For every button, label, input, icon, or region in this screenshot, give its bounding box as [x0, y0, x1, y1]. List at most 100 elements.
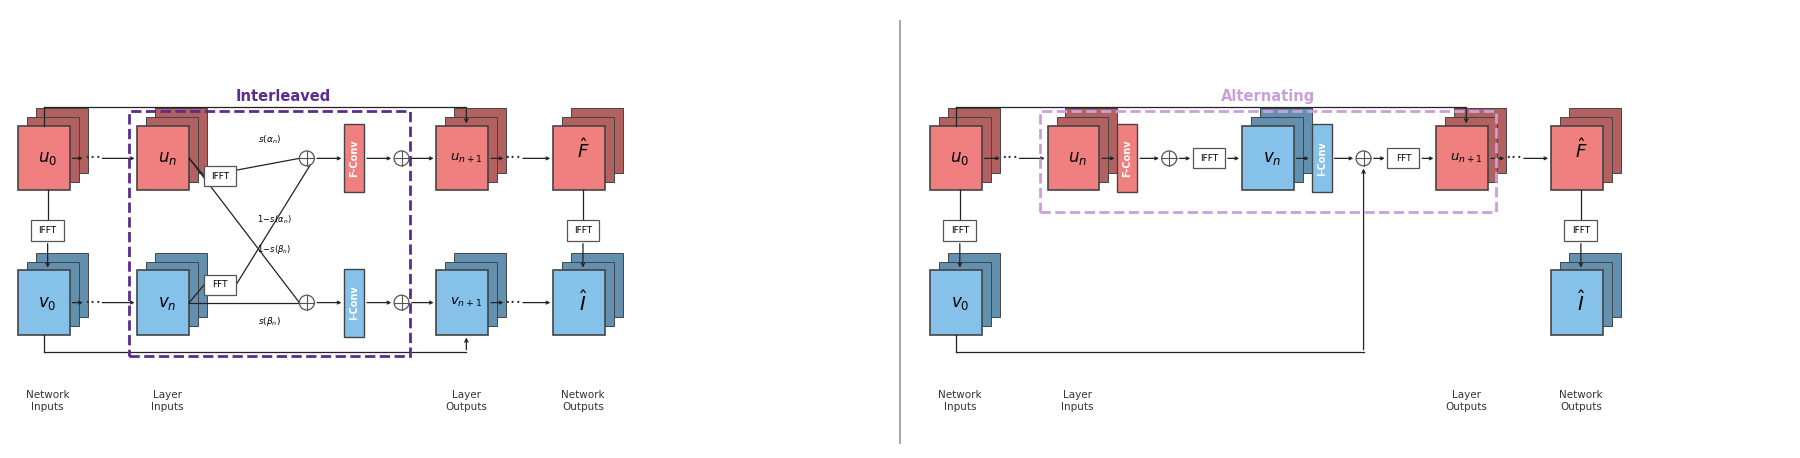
Circle shape: [1161, 151, 1177, 166]
Bar: [1118, 124, 1138, 192]
Text: ···: ···: [504, 294, 522, 311]
Bar: [567, 220, 599, 241]
Bar: [18, 271, 70, 335]
Text: IFFT: IFFT: [950, 226, 968, 235]
Text: $\hat{F}$: $\hat{F}$: [576, 139, 589, 162]
Bar: [949, 109, 999, 173]
Bar: [553, 126, 605, 191]
Bar: [1066, 109, 1118, 173]
Text: F-Conv: F-Conv: [349, 140, 360, 177]
Text: IFFT: IFFT: [38, 226, 58, 235]
Text: $1\!-\!s(\beta_n)$: $1\!-\!s(\beta_n)$: [257, 243, 292, 256]
Text: Layer
Inputs: Layer Inputs: [1062, 390, 1094, 412]
Bar: [130, 111, 410, 356]
Text: Layer
Inputs: Layer Inputs: [151, 390, 184, 412]
Text: Layer
Outputs: Layer Outputs: [1445, 390, 1487, 412]
Circle shape: [394, 295, 409, 310]
Bar: [344, 268, 364, 337]
Bar: [562, 262, 614, 326]
Bar: [445, 262, 497, 326]
Text: IFFT: IFFT: [574, 226, 592, 235]
Bar: [1312, 124, 1332, 192]
Bar: [146, 262, 198, 326]
Bar: [571, 253, 623, 317]
Bar: [1040, 111, 1496, 212]
Bar: [1242, 126, 1294, 191]
Text: Network
Outputs: Network Outputs: [1559, 390, 1602, 412]
Bar: [1454, 109, 1507, 173]
Bar: [1048, 126, 1100, 191]
Bar: [562, 117, 614, 181]
Bar: [36, 109, 88, 173]
Text: Network
Inputs: Network Inputs: [25, 390, 70, 412]
Bar: [27, 262, 79, 326]
Text: Layer
Outputs: Layer Outputs: [445, 390, 488, 412]
Bar: [146, 117, 198, 181]
Text: $s(\beta_n)$: $s(\beta_n)$: [259, 316, 281, 328]
Text: Network
Outputs: Network Outputs: [562, 390, 605, 412]
Text: I-Conv: I-Conv: [1316, 141, 1327, 176]
Bar: [203, 275, 236, 294]
Text: $\hat{I}$: $\hat{I}$: [1577, 290, 1586, 315]
Bar: [454, 253, 506, 317]
Bar: [1552, 271, 1602, 335]
Bar: [18, 126, 70, 191]
Bar: [940, 117, 990, 181]
Text: ···: ···: [1001, 149, 1019, 167]
Bar: [137, 271, 189, 335]
Text: $s(\alpha_n)$: $s(\alpha_n)$: [259, 133, 281, 146]
Bar: [1436, 126, 1489, 191]
Text: $u_{n+1}$: $u_{n+1}$: [450, 152, 482, 165]
Bar: [31, 220, 65, 241]
Text: ···: ···: [504, 149, 522, 167]
Circle shape: [299, 151, 315, 166]
Text: IFFT: IFFT: [1201, 154, 1219, 163]
Bar: [137, 126, 189, 191]
Text: $u_0$: $u_0$: [38, 149, 58, 167]
Text: FFT: FFT: [1395, 154, 1411, 163]
Bar: [931, 126, 981, 191]
Bar: [1570, 253, 1620, 317]
Text: $u_{n+1}$: $u_{n+1}$: [1451, 152, 1483, 165]
Text: I-Conv: I-Conv: [349, 285, 360, 320]
Text: Network
Inputs: Network Inputs: [938, 390, 981, 412]
Text: Alternating: Alternating: [1220, 88, 1316, 104]
Bar: [1561, 117, 1611, 181]
Text: $v_0$: $v_0$: [38, 294, 58, 311]
Bar: [1570, 109, 1620, 173]
Circle shape: [299, 295, 315, 310]
Text: Interleaved: Interleaved: [236, 88, 331, 104]
Text: $\hat{I}$: $\hat{I}$: [580, 290, 587, 315]
Bar: [1260, 109, 1312, 173]
Text: $u_n$: $u_n$: [158, 149, 176, 167]
Bar: [1552, 126, 1602, 191]
Bar: [943, 220, 976, 241]
Circle shape: [394, 151, 409, 166]
Bar: [1251, 117, 1303, 181]
Text: FFT: FFT: [212, 280, 229, 289]
Text: ···: ···: [1505, 149, 1523, 167]
Text: $1\!-\!s(\alpha_n)$: $1\!-\!s(\alpha_n)$: [257, 213, 292, 225]
Text: $v_n$: $v_n$: [1262, 149, 1282, 167]
Bar: [1193, 148, 1226, 168]
Bar: [1388, 148, 1420, 168]
Text: ···: ···: [85, 149, 101, 167]
Bar: [1057, 117, 1109, 181]
Bar: [1445, 117, 1498, 181]
Text: ···: ···: [85, 294, 101, 311]
Text: IFFT: IFFT: [211, 172, 229, 180]
Text: $u_0$: $u_0$: [950, 149, 970, 167]
Bar: [436, 126, 488, 191]
Text: $v_0$: $v_0$: [950, 294, 968, 311]
Bar: [344, 124, 364, 192]
Bar: [436, 271, 488, 335]
Bar: [445, 117, 497, 181]
Bar: [1561, 262, 1611, 326]
Circle shape: [1355, 151, 1372, 166]
Text: $\hat{F}$: $\hat{F}$: [1575, 139, 1588, 162]
Text: F-Conv: F-Conv: [1121, 140, 1132, 177]
Bar: [27, 117, 79, 181]
Text: $v_{n+1}$: $v_{n+1}$: [450, 296, 482, 309]
Bar: [454, 109, 506, 173]
Bar: [1564, 220, 1597, 241]
